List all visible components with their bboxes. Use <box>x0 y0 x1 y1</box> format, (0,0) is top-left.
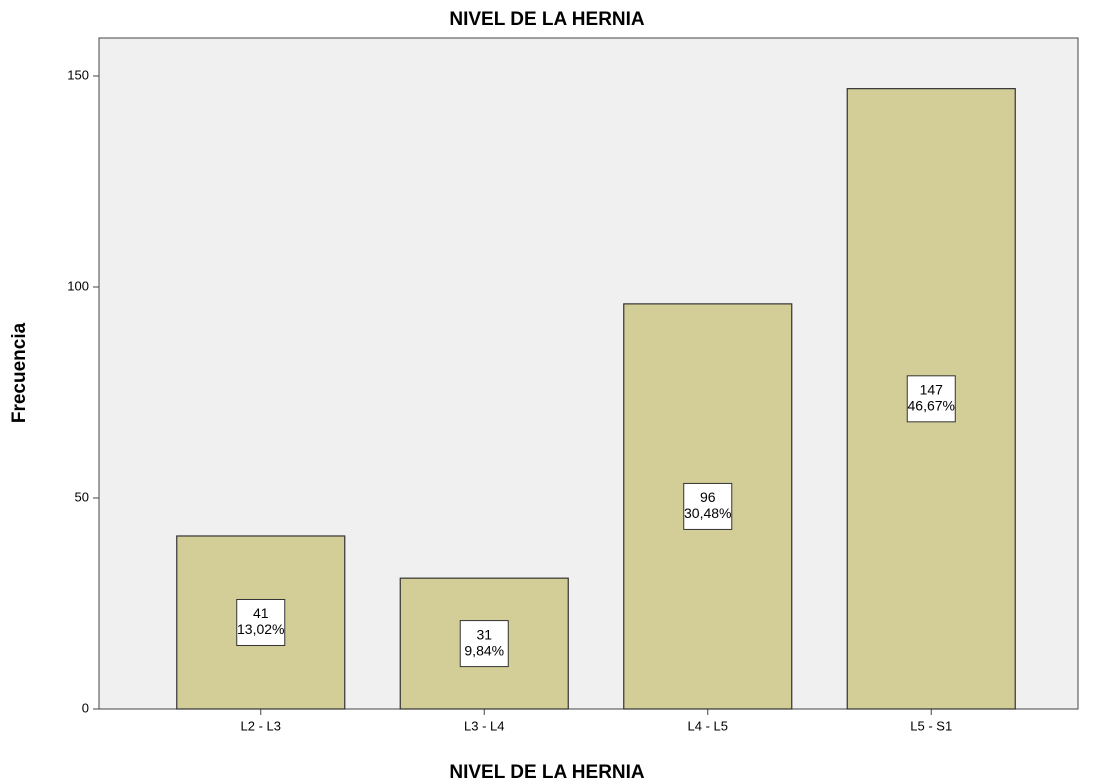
percent-label: 13,02% <box>237 621 284 637</box>
data-label: 147 <box>920 382 944 398</box>
x-tick-label: L5 - S1 <box>910 718 952 733</box>
data-label: 96 <box>700 489 716 505</box>
y-tick-label: 50 <box>75 489 89 504</box>
y-axis-title: Frecuencia <box>9 322 30 423</box>
y-tick-label: 150 <box>67 67 89 82</box>
data-label: 31 <box>476 626 492 642</box>
x-tick-label: L2 - L3 <box>241 718 281 733</box>
data-label: 41 <box>253 605 269 621</box>
x-tick-label: L4 - L5 <box>688 718 728 733</box>
percent-label: 9,84% <box>464 642 504 658</box>
chart-title: NIVEL DE LA HERNIA <box>449 9 645 30</box>
percent-label: 30,48% <box>684 505 731 521</box>
x-axis-title: NIVEL DE LA HERNIA <box>449 762 645 783</box>
y-tick-label: 0 <box>82 700 89 715</box>
x-tick-label: L3 - L4 <box>464 718 504 733</box>
data-label-box <box>906 375 956 423</box>
percent-label: 46,67% <box>908 398 955 414</box>
data-label-box <box>236 598 286 646</box>
y-tick-label: 100 <box>67 278 89 293</box>
data-label-box <box>459 620 509 668</box>
data-label-box <box>683 482 733 530</box>
